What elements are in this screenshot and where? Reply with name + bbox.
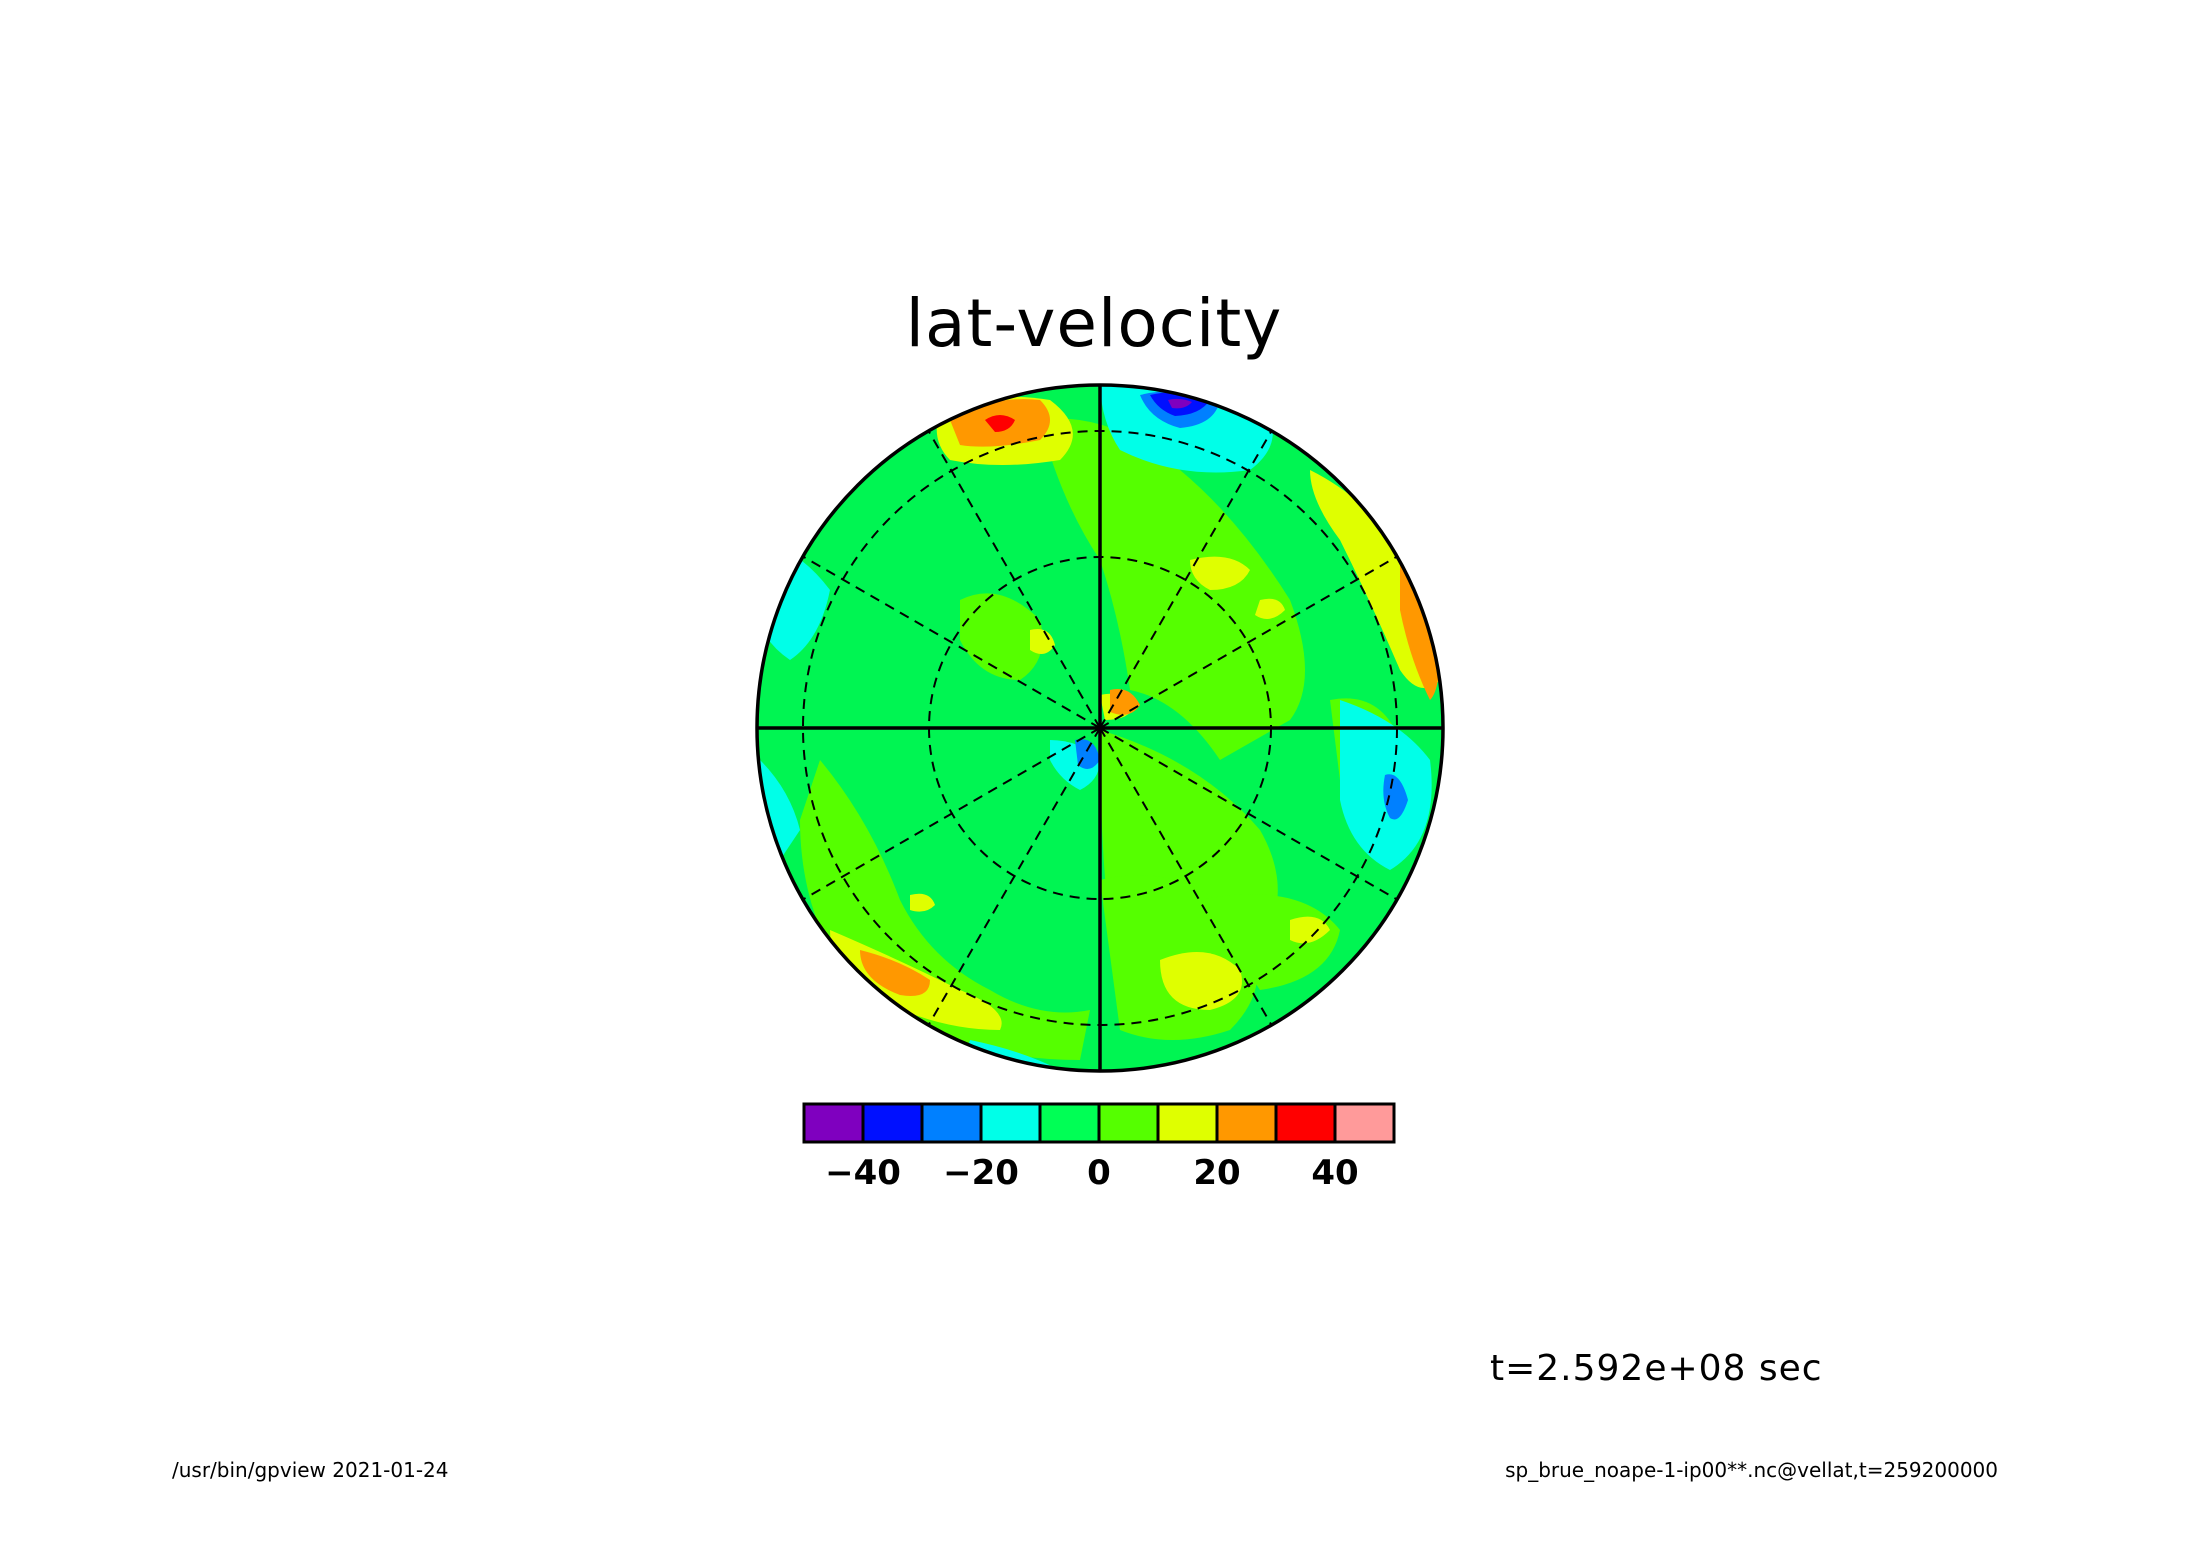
contour-band-40-50 (985, 415, 1015, 432)
footer-left-text: /usr/bin/gpview 2021-01-24 (172, 1458, 449, 1482)
disk-border (755, 383, 1445, 1073)
colorbar-cell-4 (1038, 1102, 1101, 1144)
colorbar: −40 −20 0 20 40 (802, 1102, 1396, 1193)
colorbar-tick-label: −40 (825, 1153, 901, 1193)
colorbar-cell-5 (1097, 1102, 1160, 1144)
colorbar-tick-label: −20 (943, 1153, 1019, 1193)
meridian-330 (1099, 727, 1398, 901)
colorbar-tick-label: 40 (1311, 1153, 1358, 1193)
colorbar-cell-3 (979, 1102, 1042, 1144)
footer-right-text: sp_brue_noape-1-ip00**.nc@vellat,t=25920… (1505, 1458, 1998, 1482)
meridian-210 (802, 727, 1101, 901)
time-annotation: t=2.592e+08 sec (1490, 1348, 1823, 1389)
colorbar-cell-2 (920, 1102, 983, 1144)
colorbar-tick-label: 0 (1087, 1153, 1111, 1193)
meridian-150 (802, 555, 1101, 729)
colorbar-cell-9 (1333, 1102, 1396, 1144)
colorbar-cell-8 (1274, 1102, 1337, 1144)
meridian-30 (1099, 555, 1398, 729)
chart-title: lat-velocity (905, 285, 1283, 362)
meridian-120 (927, 430, 1101, 729)
colorbar-cell-6 (1156, 1102, 1219, 1144)
colorbar-cell-7 (1215, 1102, 1278, 1144)
meridian-60 (1099, 430, 1273, 729)
colorbar-cell-1 (861, 1102, 924, 1144)
polar-axes (755, 383, 1445, 1073)
meridian-300 (1099, 727, 1273, 1026)
colorbar-cell-0 (802, 1102, 865, 1144)
meridian-240 (927, 727, 1101, 1026)
meridian-lines (802, 430, 1398, 1026)
colorbar-tick-label: 20 (1193, 1153, 1240, 1193)
